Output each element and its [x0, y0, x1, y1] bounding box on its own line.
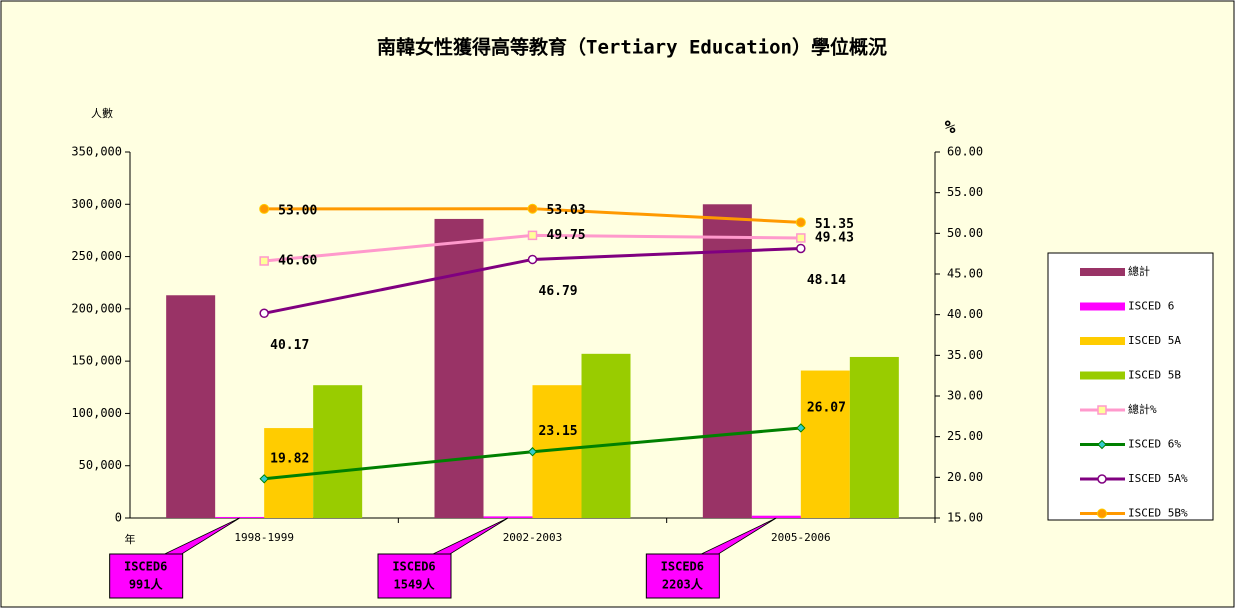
y-tick-label: 350,000	[71, 145, 122, 159]
y2-tick-label: 35.00	[947, 348, 983, 362]
line-marker	[527, 203, 538, 214]
line-marker	[795, 217, 806, 228]
legend-swatch	[1080, 302, 1125, 311]
legend-label: ISCED 5B%	[1128, 507, 1188, 520]
line-marker	[796, 233, 806, 243]
callout-value: 1549人	[394, 577, 436, 592]
y2-tick-label: 40.00	[947, 307, 983, 321]
data-label: 49.75	[547, 228, 586, 243]
data-label: 49.43	[815, 230, 854, 245]
line-marker	[527, 447, 538, 457]
chart-title: 南韓女性獲得高等教育（Tertiary Education）學位概況	[377, 36, 887, 59]
y-tick-label: 300,000	[71, 197, 122, 211]
line-marker	[527, 254, 538, 265]
y2-tick-label: 50.00	[947, 226, 983, 240]
data-label: 46.60	[278, 253, 317, 268]
line-marker	[796, 423, 806, 433]
line-marker	[259, 308, 269, 319]
x-tick-label: 1998-1999	[234, 531, 294, 544]
y-tick-label: 0	[115, 511, 122, 525]
bar	[751, 515, 801, 518]
callout-box	[109, 553, 184, 599]
callout-value: 991人	[129, 577, 164, 592]
callout-label: ISCED6	[392, 560, 435, 574]
legend-label: ISCED 6%	[1128, 438, 1181, 451]
y2-tick-label: 25.00	[947, 429, 983, 443]
y-tick-label: 50,000	[79, 458, 122, 472]
y2-axis-label: %	[945, 117, 956, 138]
y2-tick-label: 60.00	[947, 145, 983, 159]
data-label: 26.07	[807, 400, 846, 415]
legend-marker	[1097, 474, 1107, 484]
line-marker	[259, 256, 269, 266]
bar	[434, 218, 484, 518]
y-tick-label: 250,000	[71, 249, 122, 263]
bar	[702, 204, 752, 519]
callout: ISCED6 991人	[109, 517, 240, 599]
bar	[800, 370, 850, 518]
data-label: 23.15	[539, 424, 578, 439]
x-tick-label: 2002-2003	[503, 531, 563, 544]
data-label: 53.00	[278, 203, 317, 218]
data-label: 40.17	[270, 338, 309, 353]
data-label: 48.14	[807, 273, 846, 288]
line-marker	[796, 243, 806, 254]
y2-tick-label: 55.00	[947, 185, 983, 199]
bar	[215, 516, 265, 518]
legend-label: ISCED 6	[1128, 300, 1174, 313]
callout: ISCED6 1549人	[377, 517, 509, 599]
bar	[849, 356, 899, 518]
y2-tick-label: 45.00	[947, 267, 983, 281]
line-marker	[527, 230, 538, 241]
callout: ISCED6 2203人	[645, 517, 777, 599]
legend-marker	[1097, 439, 1107, 450]
data-label: 53.03	[547, 203, 586, 218]
legend-label: ISCED 5A	[1128, 334, 1181, 347]
y-tick-label: 200,000	[71, 301, 122, 315]
data-label: 51.35	[815, 217, 854, 232]
y2-tick-label: 15.00	[947, 511, 983, 525]
y2-tick-label: 30.00	[947, 389, 983, 403]
callout-box	[645, 553, 720, 599]
bar	[483, 516, 533, 518]
x-axis-label: 年	[125, 532, 136, 546]
y-tick-label: 100,000	[71, 406, 122, 420]
legend-swatch	[1080, 371, 1125, 380]
x-tick-label: 2005-2006	[771, 531, 831, 544]
bar	[581, 353, 631, 518]
legend-box	[1047, 252, 1214, 521]
legend-marker	[1097, 508, 1107, 519]
legend-label: 總計%	[1128, 402, 1157, 416]
bar	[166, 295, 216, 518]
callout-label: ISCED6	[124, 560, 167, 574]
y2-tick-label: 20.00	[947, 470, 983, 484]
data-label: 46.79	[539, 284, 578, 299]
legend-marker	[1097, 405, 1107, 415]
bar	[313, 385, 363, 518]
legend-label: ISCED 5B	[1128, 369, 1181, 382]
y-axis-label: 人數	[91, 107, 113, 120]
line-marker	[259, 474, 269, 484]
data-label: 19.82	[270, 451, 309, 466]
legend-label: 總計	[1128, 264, 1150, 278]
legend-swatch	[1080, 337, 1125, 345]
line-marker	[259, 203, 270, 214]
bar	[264, 428, 314, 518]
callout-value: 2203人	[662, 577, 704, 592]
callout-label: ISCED6	[661, 560, 704, 574]
legend-label: ISCED 5A%	[1128, 472, 1188, 485]
callout-box	[377, 553, 452, 599]
y-tick-label: 150,000	[71, 354, 122, 368]
legend-swatch	[1080, 268, 1125, 276]
